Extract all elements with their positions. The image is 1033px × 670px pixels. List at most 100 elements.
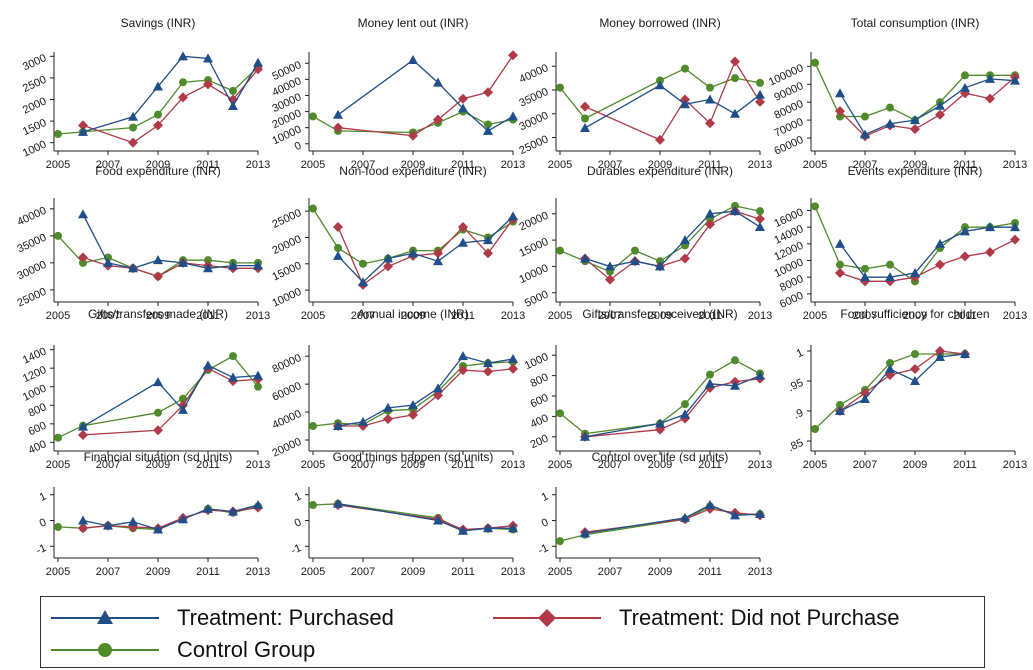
panel-money-borrowed-inr: Money borrowed (INR) 2005 2007 2009 2011 2013… xyxy=(517,16,772,171)
legend-item-control: Control Group xyxy=(49,635,315,665)
data-point xyxy=(755,96,765,107)
y-tick-label: 1 xyxy=(540,491,551,504)
x-tick-label: 2011 xyxy=(196,159,220,171)
x-tick-label: 2005 xyxy=(46,459,70,471)
data-point xyxy=(860,272,870,282)
y-tick-label: -1 xyxy=(34,542,48,557)
data-point xyxy=(433,390,443,401)
data-point xyxy=(483,366,493,377)
data-point xyxy=(203,263,213,273)
y-tick-label: 20000 xyxy=(270,436,303,460)
data-point xyxy=(128,263,138,273)
y-tick-label: 1200 xyxy=(21,364,48,385)
x-tick-label: 2007 xyxy=(351,459,375,471)
y-tick-label: 25000 xyxy=(15,286,48,310)
panel-title-gifts-transfers-made-inr: Gifts/transfers made (INR) xyxy=(88,307,228,321)
data-point xyxy=(755,221,765,231)
x-tick-label: 2005 xyxy=(46,310,70,322)
data-point xyxy=(580,123,590,132)
data-point xyxy=(433,383,443,393)
x-tick-label: 2013 xyxy=(748,566,772,578)
data-point xyxy=(433,77,443,87)
series-line xyxy=(584,60,761,141)
x-tick-label: 2007 xyxy=(96,459,120,471)
y-tick-label: 35000 xyxy=(15,232,48,256)
panel-food-sufficiency-for-children: Food sufficiency for children 2005 2007 200… xyxy=(786,307,1027,471)
data-point xyxy=(681,64,689,73)
data-point xyxy=(655,261,665,271)
series-treatment-purchased xyxy=(580,500,765,538)
data-point xyxy=(253,370,263,380)
data-point xyxy=(54,522,62,531)
data-point xyxy=(911,350,919,358)
x-tick-label: 2007 xyxy=(351,159,375,171)
data-point xyxy=(656,257,664,266)
data-point xyxy=(756,78,764,87)
legend-label-purchased: Treatment: Purchased xyxy=(177,605,394,630)
y-tick-label: 30000 xyxy=(517,110,550,134)
data-point xyxy=(79,258,87,267)
data-point xyxy=(580,101,590,112)
data-point xyxy=(631,246,639,255)
data-point xyxy=(960,82,970,92)
data-point xyxy=(458,365,468,376)
data-point xyxy=(178,257,188,267)
data-point xyxy=(885,272,895,282)
data-point xyxy=(730,510,740,520)
data-point xyxy=(811,202,819,211)
y-tick-label: 25000 xyxy=(270,207,303,231)
y-tick-label: 3000 xyxy=(21,52,48,73)
series-line xyxy=(82,364,259,428)
data-point xyxy=(178,404,188,414)
data-point xyxy=(1010,75,1020,85)
y-tick-label: 40000 xyxy=(517,62,550,86)
data-point xyxy=(935,259,945,270)
x-tick-label: 2011 xyxy=(953,310,977,322)
x-tick-label: 2013 xyxy=(246,310,270,322)
series-line xyxy=(337,218,514,286)
data-point xyxy=(458,221,468,232)
data-point xyxy=(985,73,995,83)
x-tick-label: 2013 xyxy=(748,310,772,322)
data-point xyxy=(580,431,590,441)
y-tick-label: 1 xyxy=(38,491,49,504)
x-tick-label: 2009 xyxy=(401,159,425,171)
x-tick-label: 2013 xyxy=(1003,459,1027,471)
data-point xyxy=(731,201,739,210)
y-tick-label: -1 xyxy=(536,542,550,557)
series-treatment-purchased xyxy=(580,80,765,132)
data-point xyxy=(811,425,819,433)
data-point xyxy=(333,498,343,508)
data-point xyxy=(458,237,468,247)
data-point xyxy=(705,500,715,510)
x-tick-label: 2011 xyxy=(196,459,220,471)
x-tick-label: 2007 xyxy=(351,566,375,578)
legend-item-purchased: Treatment: Purchased xyxy=(49,603,394,633)
data-point xyxy=(228,260,238,270)
data-point xyxy=(886,260,894,269)
data-point xyxy=(334,244,342,252)
panel-good-things-happen-sd-units: Good things happen (sd units) 2005 2007 200… xyxy=(289,450,525,578)
data-point xyxy=(835,106,845,117)
data-point xyxy=(556,83,564,92)
data-point xyxy=(556,537,564,546)
data-point xyxy=(985,93,995,104)
series-line xyxy=(337,59,514,132)
data-point xyxy=(836,112,844,121)
x-tick-label: 2007 xyxy=(853,159,877,171)
data-point xyxy=(508,353,518,363)
data-point xyxy=(458,103,468,113)
data-point xyxy=(985,247,995,258)
data-point xyxy=(508,111,518,121)
x-tick-label: 2005 xyxy=(548,310,572,322)
data-point xyxy=(229,86,237,95)
series-treatment-purchased xyxy=(333,211,518,287)
series-treatment-purchased xyxy=(835,73,1020,139)
x-tick-label: 2005 xyxy=(46,566,70,578)
legend-swatch-control xyxy=(51,643,159,657)
x-tick-label: 2009 xyxy=(903,459,927,471)
data-point xyxy=(483,358,493,368)
x-tick-label: 2011 xyxy=(451,459,475,471)
data-point xyxy=(358,277,368,287)
series-treatment-purchased xyxy=(580,370,765,441)
